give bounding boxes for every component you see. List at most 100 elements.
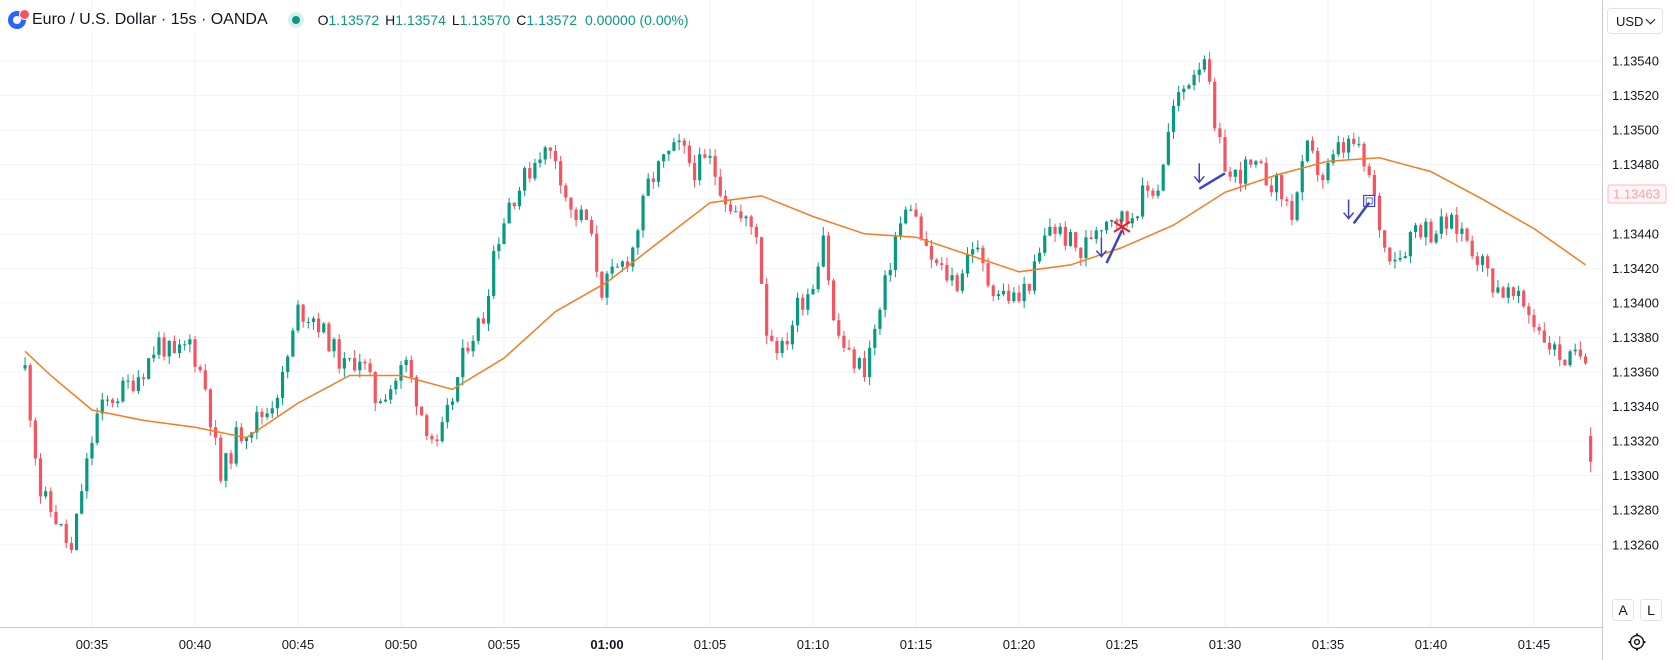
- ohlc-values: O1.13572 H1.13574 L1.13570 C1.13572 0.00…: [318, 12, 689, 28]
- candle: [193, 336, 197, 373]
- time-scale-pane[interactable]: [0, 627, 1602, 660]
- candle: [589, 216, 594, 237]
- gear-icon[interactable]: [1627, 632, 1647, 652]
- candle: [543, 145, 547, 165]
- y-tick-label: 1.13400: [1612, 295, 1659, 310]
- candle: [785, 332, 789, 350]
- candle-body: [1362, 143, 1366, 167]
- candle: [826, 231, 831, 286]
- candle-body: [280, 372, 285, 398]
- candle: [1419, 223, 1423, 240]
- candle: [1110, 219, 1114, 228]
- currency-button[interactable]: USD: [1607, 8, 1663, 34]
- candle: [1532, 309, 1536, 333]
- candle-body: [1238, 169, 1243, 184]
- candle: [569, 197, 573, 218]
- candle: [893, 231, 897, 278]
- candle-body: [322, 323, 326, 333]
- candle-body: [564, 185, 568, 198]
- y-tick-label: 1.13540: [1612, 54, 1659, 69]
- candle: [919, 213, 923, 242]
- candle: [183, 340, 187, 351]
- candle-body: [1177, 92, 1181, 106]
- candle-body: [1264, 162, 1268, 186]
- candle-body: [605, 273, 609, 298]
- candle: [1177, 85, 1181, 112]
- candle-body: [538, 159, 542, 163]
- x-tick-label: 00:55: [488, 637, 521, 652]
- candle-body: [1429, 221, 1433, 243]
- candle: [847, 339, 851, 351]
- candle: [935, 258, 939, 267]
- x-tick-label: 01:25: [1106, 637, 1139, 652]
- candle: [610, 258, 614, 279]
- candle: [790, 320, 794, 350]
- candle-body: [162, 337, 166, 357]
- candle-body: [960, 273, 964, 291]
- candle-body: [1022, 283, 1026, 302]
- candle-body: [177, 344, 182, 353]
- candle-body: [1450, 214, 1454, 229]
- candle-body: [610, 266, 614, 274]
- x-tick-label: 01:15: [900, 637, 933, 652]
- candle-body: [1223, 137, 1227, 172]
- candle-body: [888, 270, 892, 276]
- y-tick-label: 1.13280: [1612, 503, 1659, 518]
- candle-body: [1516, 290, 1521, 296]
- candle-body: [347, 358, 352, 360]
- candle-body: [1465, 228, 1469, 241]
- candle: [358, 353, 362, 378]
- candle-body: [955, 275, 959, 291]
- candle: [1398, 250, 1402, 262]
- candle-body: [1357, 143, 1361, 145]
- candle: [559, 155, 563, 194]
- candle: [476, 316, 480, 345]
- chevron-down-icon: [1645, 14, 1656, 25]
- candle: [471, 335, 475, 357]
- candle: [1424, 217, 1428, 246]
- candle-body: [620, 261, 625, 267]
- x-tick-label: 01:00: [590, 637, 623, 652]
- candle: [1244, 155, 1248, 190]
- candle: [301, 303, 305, 328]
- log-scale-button[interactable]: L: [1640, 599, 1662, 621]
- symbol-title[interactable]: Euro / U.S. Dollar · 15s · OANDA: [32, 11, 268, 28]
- candle: [749, 214, 753, 235]
- candle-body: [667, 150, 671, 155]
- candle-body: [1419, 225, 1423, 238]
- candle-body: [1496, 287, 1500, 293]
- candle: [1146, 180, 1150, 198]
- ohlc-low: L1.13570: [451, 12, 511, 28]
- candle: [574, 207, 578, 227]
- candle: [528, 161, 532, 183]
- candle: [816, 262, 820, 293]
- candle-body: [826, 235, 831, 281]
- candle-body: [1341, 142, 1346, 153]
- candle: [255, 405, 259, 440]
- candle-body: [780, 340, 784, 353]
- candle: [1058, 222, 1062, 237]
- candle-body: [986, 263, 990, 286]
- candle: [615, 263, 619, 268]
- candle: [74, 513, 79, 551]
- x-tick-label: 01:10: [797, 637, 830, 652]
- candle: [85, 452, 89, 499]
- candle-body: [1269, 185, 1273, 193]
- candle: [430, 433, 434, 444]
- x-tick-label: 01:45: [1518, 637, 1551, 652]
- last-candle: [1589, 427, 1593, 473]
- candle-body: [528, 168, 532, 179]
- x-tick-label: 00:50: [385, 637, 418, 652]
- candle: [533, 158, 537, 182]
- drawings[interactable]: [1095, 163, 1376, 264]
- price-scale-pane[interactable]: [1602, 0, 1675, 660]
- square-handle-icon: [1363, 194, 1376, 208]
- candle-body: [1259, 161, 1263, 163]
- candle-body: [1480, 256, 1485, 265]
- candle-body: [1310, 140, 1315, 151]
- candle-body: [909, 209, 913, 211]
- candle-body: [378, 401, 382, 404]
- auto-scale-button[interactable]: A: [1612, 599, 1634, 621]
- candle: [1506, 283, 1510, 304]
